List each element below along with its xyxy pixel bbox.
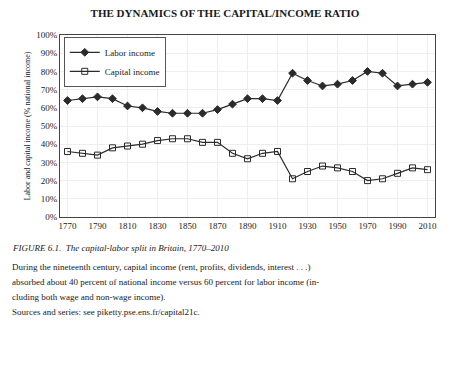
- svg-text:FIGURE 6.1. The capital-labor: FIGURE 6.1. The capital-labor split in B…: [12, 243, 229, 253]
- svg-text:1770: 1770: [59, 221, 78, 231]
- svg-text:80%: 80%: [41, 67, 58, 77]
- svg-text:cluding both wage and non-wage: cluding both wage and non-wage income).: [12, 292, 165, 302]
- svg-text:Sources and series: see pikett: Sources and series: see piketty.pse.ens.…: [12, 307, 200, 317]
- svg-text:1950: 1950: [329, 221, 348, 231]
- svg-text:70%: 70%: [41, 85, 58, 95]
- svg-text:20%: 20%: [41, 176, 58, 186]
- svg-text:1870: 1870: [209, 221, 228, 231]
- svg-text:10%: 10%: [41, 194, 58, 204]
- svg-text:1830: 1830: [149, 221, 168, 231]
- svg-text:absorbed about 40 percent of n: absorbed about 40 percent of national in…: [12, 277, 319, 287]
- svg-text:During the nineteenth century,: During the nineteenth century, capital i…: [12, 262, 311, 272]
- svg-text:1910: 1910: [269, 221, 288, 231]
- svg-text:Labor and capital income (% na: Labor and capital income (% national inc…: [23, 51, 32, 200]
- svg-text:THE DYNAMICS OF THE CAPITAL/IN: THE DYNAMICS OF THE CAPITAL/INCOME RATIO: [91, 7, 360, 19]
- svg-text:40%: 40%: [41, 139, 58, 149]
- svg-text:1890: 1890: [239, 221, 258, 231]
- svg-text:1970: 1970: [359, 221, 378, 231]
- svg-text:Labor income: Labor income: [105, 48, 155, 58]
- svg-text:2010: 2010: [419, 221, 438, 231]
- svg-text:30%: 30%: [41, 158, 58, 168]
- svg-text:50%: 50%: [41, 121, 58, 131]
- svg-text:1930: 1930: [299, 221, 318, 231]
- svg-text:60%: 60%: [41, 103, 58, 113]
- svg-text:1810: 1810: [119, 221, 138, 231]
- svg-text:90%: 90%: [41, 48, 58, 58]
- svg-text:1990: 1990: [389, 221, 408, 231]
- svg-text:1850: 1850: [179, 221, 198, 231]
- svg-text:0%: 0%: [45, 212, 58, 222]
- svg-text:100%: 100%: [36, 30, 58, 40]
- svg-text:1790: 1790: [89, 221, 108, 231]
- svg-text:Capital income: Capital income: [105, 67, 160, 77]
